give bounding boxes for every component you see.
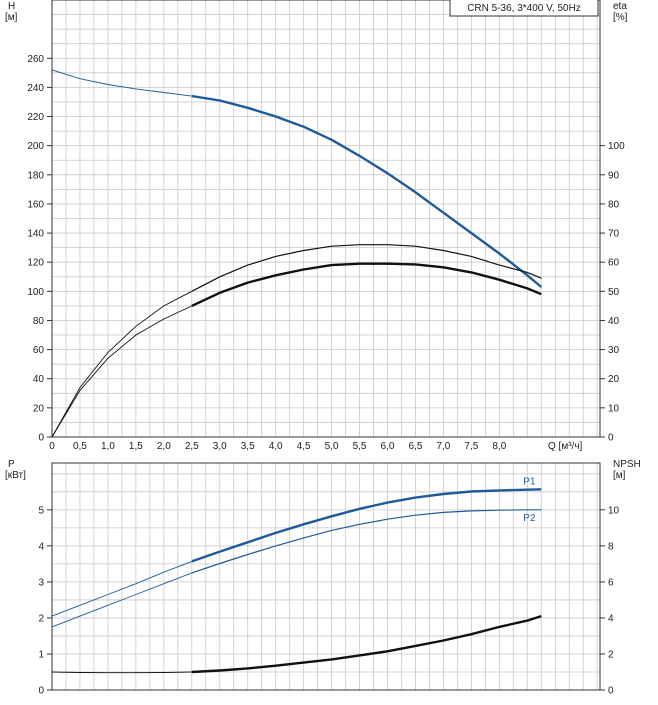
right-axis-unit-bracket: [м]: [613, 470, 626, 481]
left-axis-tick-label: 40: [33, 374, 45, 385]
right-axis-tick-label: 100: [608, 141, 625, 152]
right-axis-unit-bracket: [%]: [613, 12, 628, 23]
x-axis-tick-label: 5,0: [325, 441, 339, 452]
x-axis-tick-label: 4,0: [269, 441, 283, 452]
x-axis-tick-label: 8,0: [492, 441, 506, 452]
series-line-thin: [51, 305, 192, 438]
left-axis-tick-label: 1: [38, 649, 44, 660]
left-axis-tick-label: 0: [38, 433, 44, 444]
left-axis-tick-label: 3: [38, 577, 44, 588]
plot-frame: [51, 0, 601, 438]
x-axis-label: Q [м³/ч]: [548, 441, 583, 452]
x-axis-tick-label: 0: [49, 441, 55, 452]
left-axis-tick-label: 60: [33, 345, 45, 356]
series-line-thick: [191, 244, 542, 292]
right-axis-tick-label: 90: [608, 170, 620, 181]
left-axis-tick-label: 20: [33, 403, 45, 414]
right-axis-tick-label: 80: [608, 199, 620, 210]
series-label: P2: [523, 513, 536, 524]
legend-box: [449, 0, 599, 17]
left-axis-unit-bracket: [кВт]: [5, 470, 26, 481]
right-axis-unit: NPSH: [613, 459, 641, 470]
left-axis-tick-label: 180: [27, 170, 44, 181]
legend-text: CRN 5-36, 3*400 V, 50Hz: [467, 3, 581, 14]
series-line-thin: [51, 671, 192, 674]
x-axis-tick-label: 6,5: [409, 441, 423, 452]
x-axis-tick-label: 1,5: [129, 441, 143, 452]
right-axis-tick-label: 8: [608, 541, 614, 552]
left-axis-tick-label: 200: [27, 141, 44, 152]
series-line-thick: [191, 509, 542, 574]
right-axis-tick-label: 10: [608, 403, 620, 414]
left-axis-tick-label: 5: [38, 505, 44, 516]
x-axis-tick-label: 7,0: [436, 441, 450, 452]
right-axis-tick-label: 70: [608, 229, 620, 240]
series-line-thin: [51, 572, 192, 628]
series-line-thin: [51, 560, 192, 617]
right-axis-tick-label: 6: [608, 577, 614, 588]
left-axis-tick-label: 100: [27, 287, 44, 298]
x-axis-tick-label: 7,5: [464, 441, 478, 452]
right-axis-tick-label: 20: [608, 374, 620, 385]
series-line-thick: [191, 94, 543, 288]
right-axis-tick-label: 2: [608, 649, 614, 660]
left-axis-tick-label: 80: [33, 316, 45, 327]
x-axis-tick-label: 1,0: [101, 441, 115, 452]
series-line-thick: [191, 262, 542, 307]
series-line-thin: [51, 69, 192, 97]
right-axis-tick-label: 4: [608, 613, 614, 624]
left-axis-tick-label: 0: [38, 686, 44, 697]
left-axis-unit-bracket: [м]: [5, 12, 18, 23]
x-axis-tick-label: 6,0: [381, 441, 395, 452]
series-line-thin: [51, 290, 193, 438]
x-axis-tick-label: 3,5: [241, 441, 255, 452]
x-axis-tick-label: 5,5: [353, 441, 367, 452]
series-label: P1: [523, 476, 536, 487]
right-axis-tick-label: 40: [608, 316, 620, 327]
x-axis-tick-label: 0,5: [73, 441, 87, 452]
left-axis-tick-label: 260: [27, 54, 44, 65]
left-axis-tick-label: 240: [27, 83, 44, 94]
left-axis-tick-label: 140: [27, 229, 44, 240]
left-axis-unit: P: [8, 459, 15, 470]
left-axis-tick-label: 160: [27, 199, 44, 210]
right-axis-tick-label: 10: [608, 505, 620, 516]
series-line-thick: [191, 614, 542, 674]
x-axis-tick-label: 3,0: [213, 441, 227, 452]
left-axis-tick-label: 4: [38, 541, 44, 552]
right-axis-unit: eta: [613, 1, 627, 12]
right-axis-tick-label: 60: [608, 258, 620, 269]
right-axis-tick-label: 50: [608, 287, 620, 298]
x-axis-tick-label: 2,0: [157, 441, 171, 452]
plot-frame: [51, 462, 601, 691]
left-axis-tick-label: 120: [27, 258, 44, 269]
series-line-thick: [191, 488, 542, 563]
left-axis-unit: H: [8, 1, 15, 12]
x-axis-tick-label: 4,5: [297, 441, 311, 452]
left-axis-tick-label: 2: [38, 613, 44, 624]
x-axis-tick-label: 2,5: [185, 441, 199, 452]
right-axis-tick-label: 0: [608, 433, 614, 444]
right-axis-tick-label: 0: [608, 686, 614, 697]
left-axis-tick-label: 220: [27, 112, 44, 123]
right-axis-tick-label: 30: [608, 345, 620, 356]
